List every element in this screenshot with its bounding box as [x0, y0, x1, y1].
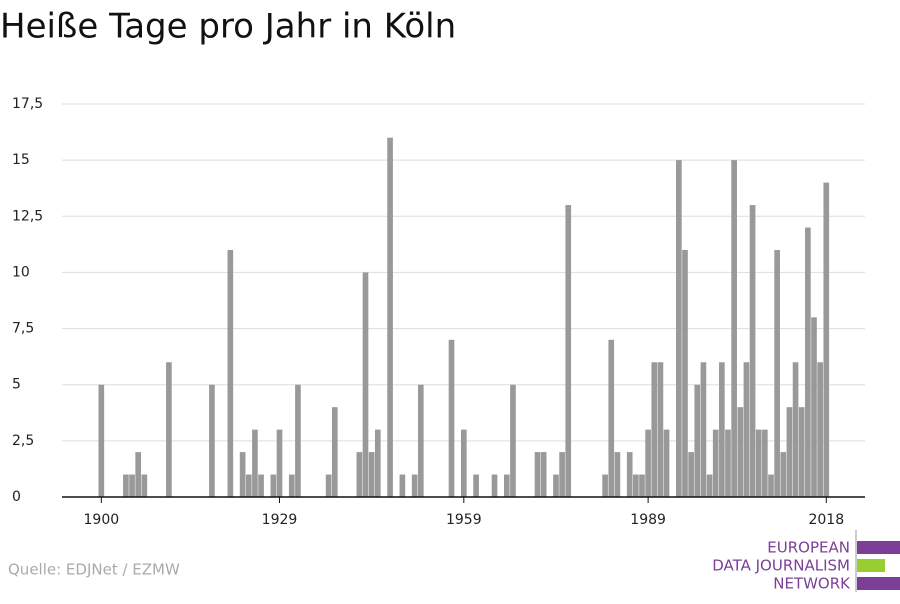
logo-text: NETWORK	[773, 575, 851, 593]
logo-bar	[857, 541, 900, 554]
y-tick-label: 12,5	[12, 208, 43, 224]
y-tick-label: 15	[12, 152, 30, 168]
bar	[805, 227, 811, 497]
bar	[817, 362, 823, 497]
bar	[719, 362, 725, 497]
bar	[245, 474, 252, 497]
x-tick-label: 1989	[630, 512, 666, 528]
bar	[731, 160, 737, 497]
bar	[239, 452, 246, 497]
bar	[258, 474, 264, 497]
bar	[676, 160, 682, 497]
bar	[368, 452, 375, 497]
chart-title: Heiße Tage pro Jahr in Köln	[0, 7, 456, 47]
bar	[774, 249, 780, 497]
bar	[399, 474, 406, 497]
bar	[387, 137, 393, 497]
bar	[768, 474, 774, 497]
bar	[417, 384, 424, 497]
bar	[270, 474, 277, 497]
bar	[712, 429, 719, 497]
y-tick-label: 17,5	[12, 96, 43, 112]
logo-bar	[857, 559, 885, 572]
bar	[559, 452, 565, 497]
bar	[762, 429, 768, 497]
logo-text: DATA JOURNALISM	[712, 557, 850, 575]
bar	[460, 429, 467, 497]
bar	[694, 384, 701, 497]
bar	[473, 474, 479, 497]
bar	[651, 362, 658, 497]
x-tick-label: 2018	[808, 512, 844, 528]
logo-text: EUROPEAN	[767, 539, 850, 557]
x-tick-label: 1900	[84, 512, 120, 528]
bar	[565, 205, 572, 498]
bar	[749, 205, 756, 498]
bar	[780, 452, 787, 497]
bar	[491, 474, 498, 497]
bar	[737, 407, 744, 497]
bar	[645, 429, 651, 497]
bar	[129, 474, 135, 497]
y-tick-label: 7,5	[12, 321, 34, 337]
bar	[362, 272, 369, 497]
y-tick-label: 2,5	[12, 433, 34, 449]
bar	[614, 452, 621, 497]
y-tick-label: 5	[12, 377, 21, 393]
x-tick-label: 1959	[446, 512, 482, 528]
bar	[356, 452, 363, 497]
bar	[657, 362, 664, 497]
bar	[792, 362, 799, 497]
bar	[503, 474, 510, 497]
bar	[325, 474, 332, 497]
bar	[706, 474, 713, 497]
bar	[633, 474, 639, 497]
bar	[688, 452, 694, 497]
logo-bar	[857, 577, 900, 590]
bar	[663, 429, 670, 497]
bar	[288, 474, 295, 497]
bar	[755, 429, 762, 497]
bar	[639, 474, 645, 497]
bar	[534, 452, 541, 497]
bar	[743, 362, 750, 497]
bar	[98, 384, 105, 497]
bar	[209, 384, 215, 497]
bar	[227, 249, 234, 497]
bar	[811, 317, 817, 497]
bar	[123, 474, 129, 497]
bar	[276, 429, 283, 497]
x-tick-label: 1929	[262, 512, 298, 528]
bar	[448, 339, 455, 497]
bar	[682, 249, 688, 497]
bar	[725, 429, 731, 497]
bar	[602, 474, 608, 497]
bar	[135, 452, 142, 497]
bar	[295, 384, 301, 497]
bar	[700, 362, 707, 497]
bar	[608, 339, 615, 497]
y-tick-label: 10	[12, 264, 30, 280]
bar	[166, 362, 172, 497]
bar	[252, 429, 258, 497]
bar	[331, 407, 338, 497]
source: Quelle: EDJNet / EZMW	[8, 561, 180, 579]
bar	[798, 407, 805, 497]
bar	[553, 474, 559, 497]
bar	[626, 452, 633, 497]
bar	[411, 474, 418, 497]
bar	[823, 182, 830, 497]
bar	[510, 384, 516, 497]
y-tick-label: 0	[12, 489, 21, 505]
bar	[786, 407, 793, 497]
bar	[141, 474, 148, 497]
bar	[540, 452, 547, 497]
bar	[374, 429, 381, 497]
